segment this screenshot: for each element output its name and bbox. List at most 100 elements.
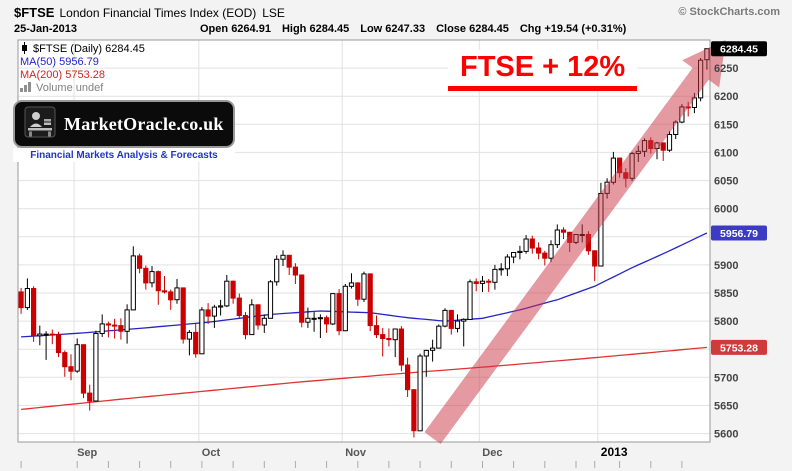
- close-value: 6284.45: [469, 23, 509, 35]
- candle-body: [230, 280, 236, 299]
- quote-line: 25-Jan-2013 Open 6264.91 High 6284.45 Low 6…: [14, 23, 637, 35]
- candle-body: [274, 258, 280, 283]
- marketoracle-tagline: Financial Markets Analysis & Forecasts: [13, 148, 235, 162]
- candle-body: [87, 392, 93, 402]
- quote-date: 25-Jan-2013: [14, 23, 77, 35]
- candle-body: [536, 247, 542, 254]
- legend-row-ma50: MA(50) 5956.79: [20, 56, 145, 69]
- candlestick-icon: [20, 41, 29, 58]
- x-axis-month-label: Nov: [345, 447, 367, 459]
- candle-body: [361, 273, 367, 300]
- chart-legend: $FTSE (Daily) 6284.45 MA(50) 5956.79 MA(…: [20, 41, 145, 96]
- candle-body: [448, 309, 454, 329]
- candle-body: [348, 282, 355, 287]
- y-axis-tick-label: 6200: [714, 91, 738, 103]
- y-axis-price-box-label: 6284.45: [720, 44, 758, 56]
- y-axis-price-box-label: 5956.79: [720, 228, 758, 240]
- candle-body: [454, 320, 461, 329]
- legend-ftse-label: $FTSE (Daily) 6284.45: [33, 43, 145, 55]
- candle-body: [161, 290, 168, 293]
- y-axis-tick-label: 6000: [714, 204, 738, 216]
- y-axis-price-box: [711, 339, 767, 355]
- candle-body: [511, 252, 517, 258]
- candle-body: [24, 288, 30, 309]
- y-axis-tick-label: 6100: [714, 147, 738, 159]
- chg-label: Chg: [519, 23, 542, 35]
- candle-body: [367, 273, 373, 327]
- candle-body: [592, 250, 598, 267]
- candle-body: [218, 305, 224, 308]
- candle-body: [186, 331, 193, 340]
- candle-body: [548, 244, 554, 259]
- y-axis-tick-label: 5850: [714, 288, 738, 300]
- x-axis-month-label: Sep: [77, 447, 97, 459]
- candle-body: [423, 349, 429, 357]
- candle-body: [249, 304, 255, 336]
- candle-body: [373, 325, 380, 336]
- candle-body: [31, 288, 37, 337]
- candle-body: [380, 334, 386, 340]
- legend-ma200-label: MA(200) 5753.28: [20, 69, 105, 81]
- ticker-symbol: $FTSE: [14, 5, 55, 20]
- candle-body: [660, 142, 666, 151]
- x-axis-month-label: Dec: [482, 447, 502, 459]
- high-label: High: [281, 23, 307, 35]
- candle-body: [317, 317, 323, 320]
- candle-body: [479, 280, 486, 284]
- candle-body: [55, 334, 62, 354]
- candle-body: [299, 274, 305, 323]
- legend-ma50-label: MA(50) 5956.79: [20, 56, 99, 68]
- volume-bars-icon: [20, 81, 32, 96]
- candle-body: [529, 238, 535, 249]
- low-value: 6247.33: [385, 23, 426, 35]
- candle-body: [336, 293, 342, 332]
- y-axis-tick-label: 5700: [714, 372, 738, 384]
- legend-row-ma200: MA(200) 5753.28: [20, 69, 145, 82]
- candle-body: [143, 267, 149, 284]
- y-axis-price-box: [711, 225, 767, 241]
- candle-body: [542, 252, 548, 259]
- x-axis-month-label: 2013: [601, 445, 628, 459]
- candle-body: [99, 323, 105, 334]
- candle-body: [49, 333, 55, 336]
- candle-body: [504, 256, 510, 270]
- candle-body: [330, 293, 336, 325]
- candle-body: [193, 331, 199, 355]
- candle-body: [105, 323, 112, 326]
- candle-body: [417, 355, 423, 432]
- candle-body: [137, 255, 143, 269]
- marketoracle-title: MarketOracle.co.uk: [64, 113, 224, 134]
- legend-row-ftse: $FTSE (Daily) 6284.45: [20, 41, 145, 58]
- candle-body: [261, 317, 267, 326]
- candle-body: [386, 338, 392, 341]
- high-value: 6284.45: [309, 23, 350, 35]
- candle-body: [112, 324, 118, 327]
- candle-body: [130, 255, 136, 311]
- candle-body: [292, 266, 298, 276]
- candle-body: [74, 344, 80, 372]
- y-axis-price-box-label: 5753.28: [720, 342, 758, 354]
- candle-body: [155, 271, 161, 292]
- candle-body: [211, 306, 218, 317]
- legend-volume-label: Volume undef: [36, 82, 104, 94]
- candle-body: [149, 271, 155, 284]
- candle-body: [473, 281, 479, 284]
- chg-value: +19.54 (+0.31%): [544, 23, 627, 35]
- candle-body: [68, 366, 74, 372]
- candle-body: [267, 281, 274, 319]
- y-axis-tick-label: 6050: [714, 176, 738, 188]
- candle-body: [560, 229, 567, 233]
- candle-body: [517, 250, 523, 253]
- ma50-line: [21, 232, 708, 338]
- candle-body: [492, 268, 498, 283]
- low-label: Low: [360, 23, 383, 35]
- y-axis-tick-label: 5650: [714, 401, 738, 413]
- open-value: 6264.91: [231, 23, 271, 35]
- y-axis-tick-label: 6250: [714, 63, 738, 75]
- candle-body: [280, 254, 286, 260]
- candle-body: [405, 364, 411, 391]
- trend-arrow: [424, 40, 726, 444]
- candle-body: [224, 280, 230, 307]
